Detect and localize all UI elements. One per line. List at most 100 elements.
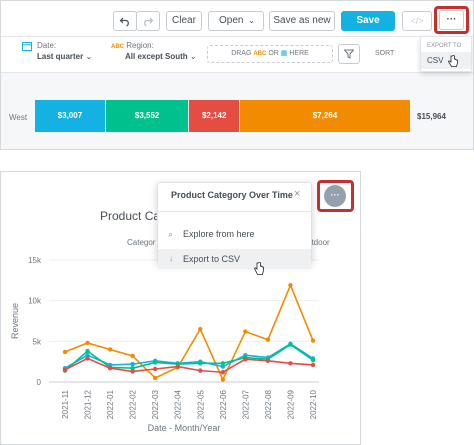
bar-segment[interactable]: $3,007	[35, 100, 105, 132]
data-point	[288, 283, 293, 288]
date-filter-value-row: Last quarter ⌄	[37, 52, 92, 61]
more-options-button[interactable]: ···	[439, 10, 464, 30]
region-filter-label: Region:	[126, 41, 154, 50]
data-point	[310, 362, 316, 368]
drop-zone[interactable]: DRAG ABC OR ▦ HERE	[207, 45, 333, 63]
popover-title: Product Category Over Time	[171, 190, 293, 200]
x-tick-label: 2022-10	[309, 389, 318, 419]
bar-segment[interactable]: $7,264	[239, 100, 410, 132]
data-point	[62, 367, 68, 372]
analytical-designer-panel: Clear Open ⌄ Save as new Save </> ··· Da…	[0, 0, 474, 150]
toolbar: Clear Open ⌄ Save as new Save </> ···	[1, 1, 473, 37]
data-point	[288, 361, 293, 366]
x-tick-label: 2022-06	[219, 389, 228, 419]
x-tick-label: 2022-05	[196, 389, 205, 419]
sort-button[interactable]: SORT	[375, 50, 395, 57]
highlight-frame	[317, 180, 354, 212]
y-axis-label: Revenue	[10, 303, 20, 339]
open-button[interactable]: Open ⌄	[208, 11, 264, 31]
date-filter[interactable]: Date: Last quarter ⌄	[37, 41, 92, 61]
explore-label: Explore from here	[183, 229, 255, 239]
save-as-new-button[interactable]: Save as new	[269, 11, 335, 31]
export-label: Export to CSV	[183, 254, 241, 264]
y-tick-label: 5k	[33, 337, 42, 346]
export-menu-header: EXPORT TO	[427, 43, 462, 49]
region-filter[interactable]: ABC Region: All except South ⌄	[111, 41, 197, 61]
chart-area: West $3,007 $3,552 $2,142 $7,264 $15,964	[1, 73, 473, 149]
data-point	[85, 352, 90, 358]
undo-button[interactable]	[113, 11, 137, 31]
undo-icon	[119, 17, 129, 27]
chart-title: Product Cat	[100, 209, 164, 223]
data-point	[220, 377, 226, 382]
x-tick-label: 2022-01	[106, 389, 115, 419]
x-tick-label: 2022-07	[241, 389, 250, 419]
redo-icon	[144, 17, 154, 27]
explore-icon: ⌕	[168, 229, 174, 239]
data-point	[152, 375, 158, 381]
stacked-bar[interactable]: $3,007 $3,552 $2,142 $7,264	[35, 100, 411, 132]
x-axis-label: Date - Month/Year	[148, 423, 221, 433]
highlight-frame	[434, 6, 469, 34]
export-to-csv-item[interactable]: ↓ Export to CSV	[158, 249, 311, 269]
configuration-button[interactable]	[338, 44, 360, 64]
data-point	[220, 370, 226, 375]
data-point	[85, 356, 90, 361]
data-point	[107, 347, 113, 352]
data-point	[107, 365, 113, 371]
x-tick-label: 2022-09	[286, 389, 295, 419]
line-chart[interactable]: 0 5k 10k 15k 2021-11 2021-12 2022-01 2022-02 202…	[1, 172, 360, 444]
widget-options-popover: Product Category Over Time × ⌕ Explore f…	[157, 182, 312, 269]
bar-segment[interactable]: $2,142	[189, 100, 239, 132]
download-icon: ↓	[169, 254, 173, 263]
data-point	[175, 364, 180, 369]
or-text: OR	[268, 50, 279, 57]
data-point	[220, 364, 226, 369]
series-line	[64, 343, 314, 372]
redo-button[interactable]	[136, 11, 160, 31]
data-point	[310, 357, 316, 363]
data-point	[243, 329, 248, 334]
x-tick-label: 2022-04	[174, 389, 183, 419]
x-tick-label: 2022-03	[151, 389, 160, 419]
chevron-down-icon: ⌄	[189, 52, 197, 61]
data-point	[152, 360, 158, 365]
data-point	[310, 338, 316, 343]
data-point	[130, 365, 135, 371]
date-filter-label: Date:	[37, 41, 57, 50]
bar-total: $15,964	[417, 112, 446, 121]
data-point	[265, 358, 271, 364]
export-menu: EXPORT TO CSV	[420, 36, 472, 72]
data-point	[288, 342, 293, 347]
clear-button[interactable]: Clear	[166, 11, 202, 31]
data-point	[85, 348, 90, 354]
data-point	[130, 369, 135, 374]
save-button[interactable]: Save	[341, 11, 395, 31]
here-text: HERE	[289, 50, 309, 57]
region-filter-value: All except South	[125, 52, 188, 61]
y-tick-label: 10k	[28, 297, 42, 306]
bar-segment[interactable]: $3,552	[105, 100, 189, 132]
funnel-icon	[343, 49, 355, 59]
x-tick-label: 2022-08	[264, 389, 273, 419]
series-line	[64, 283, 314, 382]
row-label: West	[9, 113, 28, 122]
export-csv-option[interactable]: CSV	[421, 52, 471, 69]
explore-from-here-item[interactable]: ⌕ Explore from here	[158, 224, 311, 244]
series-line	[64, 342, 314, 369]
filter-bar: Date: Last quarter ⌄ ABC Region: All exc…	[1, 37, 473, 73]
attribute-icon: ABC	[111, 44, 124, 50]
hand-cursor-icon	[448, 55, 458, 67]
legend-partial-left: Categor	[127, 238, 156, 247]
dashboard-widget: Product Cat Categor utdoor 0 5k 10k 15k 2021…	[0, 171, 361, 445]
x-tick-label: 2021-11	[61, 389, 70, 418]
data-point	[220, 361, 226, 366]
divider	[158, 211, 311, 212]
drag-text: DRAG	[231, 50, 252, 57]
close-icon[interactable]: ×	[294, 188, 301, 200]
data-point	[130, 353, 135, 359]
widget-options-button[interactable]: ···	[324, 185, 346, 207]
date-filter-value: Last quarter	[37, 52, 84, 61]
embed-code-button[interactable]: </>	[402, 11, 432, 31]
legend-partial-right: utdoor	[307, 238, 330, 247]
